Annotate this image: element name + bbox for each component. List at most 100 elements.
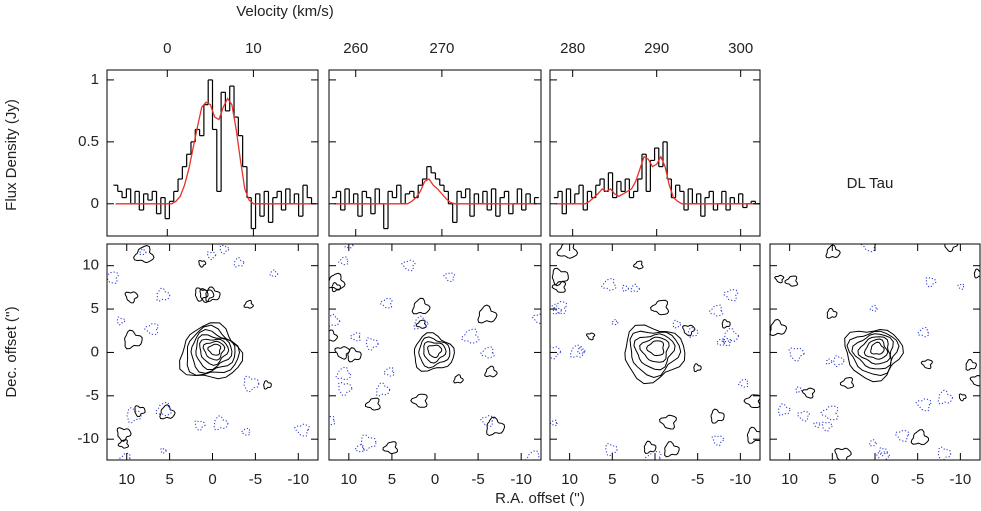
contour xyxy=(643,440,657,455)
negative-contour xyxy=(708,304,724,317)
negative-contour xyxy=(443,272,456,283)
negative-contour xyxy=(601,278,617,291)
contour xyxy=(195,334,233,370)
contour xyxy=(418,336,451,369)
contour xyxy=(629,330,682,379)
x-tick-label: 5 xyxy=(608,471,616,488)
contour xyxy=(117,439,129,449)
contour xyxy=(551,281,567,293)
contour xyxy=(423,341,447,364)
contour xyxy=(774,274,785,284)
negative-contour xyxy=(821,421,833,433)
contour xyxy=(329,329,339,342)
negative-contour xyxy=(716,338,726,346)
contour xyxy=(551,267,569,287)
contour xyxy=(124,291,139,304)
negative-contour xyxy=(233,256,245,268)
negative-contour xyxy=(813,421,821,429)
negative-contour xyxy=(687,326,699,338)
contour xyxy=(839,377,855,389)
negative-contour xyxy=(365,337,379,351)
contour xyxy=(910,429,929,446)
contour xyxy=(870,341,885,355)
x-tick-label: 0 xyxy=(431,471,439,488)
contour xyxy=(410,393,428,408)
contour xyxy=(801,387,816,399)
contour xyxy=(710,408,725,424)
contour xyxy=(920,359,933,370)
contour xyxy=(743,394,760,408)
contour-area xyxy=(770,244,980,460)
negative-contour xyxy=(116,316,126,326)
negative-contour xyxy=(925,276,937,288)
contour xyxy=(844,328,904,383)
negative-contour xyxy=(629,283,640,293)
contour xyxy=(179,322,244,380)
panel-frame xyxy=(106,243,319,461)
negative-contour xyxy=(957,283,965,290)
contour xyxy=(207,343,222,356)
y-tick-label: 5 xyxy=(91,300,99,317)
plot-area xyxy=(113,79,316,230)
negative-contour xyxy=(335,366,352,381)
contour xyxy=(243,299,254,309)
x-tick-label: -10 xyxy=(510,471,532,488)
contour xyxy=(585,332,596,341)
negative-contour xyxy=(383,367,395,377)
negative-contour xyxy=(552,305,562,315)
contour xyxy=(263,380,272,390)
x-tick-label: 260 xyxy=(343,40,368,57)
model-line xyxy=(334,178,537,205)
contour-area xyxy=(550,244,760,460)
contour xyxy=(693,363,702,372)
panel-frame xyxy=(328,69,542,237)
contour xyxy=(633,333,676,371)
negative-contour xyxy=(344,244,354,249)
negative-contour xyxy=(413,315,429,330)
contour xyxy=(825,244,841,259)
negative-contour xyxy=(160,447,167,454)
contour xyxy=(415,319,427,329)
negative-contour xyxy=(338,381,353,397)
x-tick-label: 5 xyxy=(388,471,396,488)
contour xyxy=(650,299,670,316)
x-tick-label: 0 xyxy=(651,471,659,488)
contour xyxy=(198,259,207,268)
x-tick-label: -5 xyxy=(691,471,704,488)
contour xyxy=(199,288,215,304)
plot-area xyxy=(553,141,760,217)
contour xyxy=(846,330,900,377)
x-tick-label: 10 xyxy=(118,471,135,488)
negative-contour xyxy=(878,447,888,457)
negative-contour xyxy=(480,346,495,359)
contour xyxy=(159,404,176,420)
negative-contour xyxy=(155,401,173,417)
contour xyxy=(624,324,686,385)
contour xyxy=(682,324,696,337)
contour xyxy=(134,405,146,418)
contour xyxy=(133,244,155,264)
negative-contour xyxy=(375,382,391,397)
contour xyxy=(411,297,431,315)
contour xyxy=(453,374,464,384)
y-tick-label: 0 xyxy=(91,343,99,360)
negative-contour xyxy=(354,443,365,453)
contour-area xyxy=(107,244,310,460)
negative-contour xyxy=(876,451,891,460)
contour xyxy=(186,324,241,376)
x-tick-label: 0 xyxy=(208,471,216,488)
negative-contour xyxy=(531,313,541,324)
negative-contour xyxy=(156,287,171,302)
source-label: DL Tau xyxy=(847,175,894,192)
negative-contour xyxy=(621,284,629,293)
model-line xyxy=(555,155,758,205)
y-tick-label: 10 xyxy=(82,257,99,274)
negative-contour xyxy=(107,271,119,284)
y-tick-label: -10 xyxy=(77,430,99,447)
negative-contour xyxy=(672,319,682,329)
x-tick-label: -5 xyxy=(471,471,484,488)
x-tick-label: 10 xyxy=(340,471,357,488)
negative-contour xyxy=(294,423,310,437)
panel-frame xyxy=(769,243,981,461)
